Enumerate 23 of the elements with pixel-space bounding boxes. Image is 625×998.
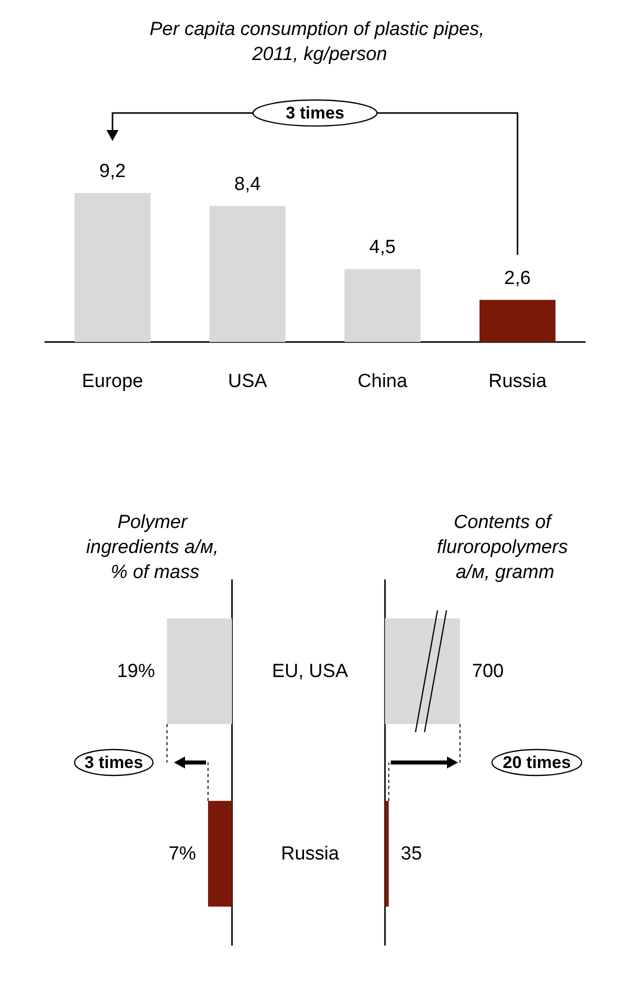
x-tick-label: USA — [228, 371, 268, 392]
data-label: 9,2 — [99, 161, 126, 182]
text: Contents of fluroropolymers а/м, gramm — [436, 512, 574, 583]
data-label: 19% — [116, 660, 156, 682]
x-tick-label: Russia — [488, 371, 547, 392]
data-label: 4,5 — [369, 237, 396, 258]
data-label: 35 — [400, 843, 422, 864]
bar — [344, 269, 420, 342]
text: 20 times — [502, 753, 571, 772]
x-tick-label: China — [358, 371, 408, 392]
bar — [210, 206, 286, 342]
chart-title: Per capita consumption of plastic pipes, 2011, kg/person — [150, 19, 484, 65]
y-tick-label: EU, USA — [272, 660, 348, 682]
data-label: 8,4 — [234, 174, 262, 195]
x-tick-label: Europe — [82, 371, 144, 392]
data-label: 700 — [472, 660, 504, 682]
bar — [74, 193, 150, 342]
text: 3 times — [84, 753, 144, 772]
data-label: 7% — [168, 843, 196, 864]
text: 3 times — [286, 104, 344, 122]
data-label: 2,6 — [504, 268, 531, 289]
bar — [480, 300, 556, 342]
chart-title: Polymer ingredients а/м, % of mass — [86, 512, 224, 583]
